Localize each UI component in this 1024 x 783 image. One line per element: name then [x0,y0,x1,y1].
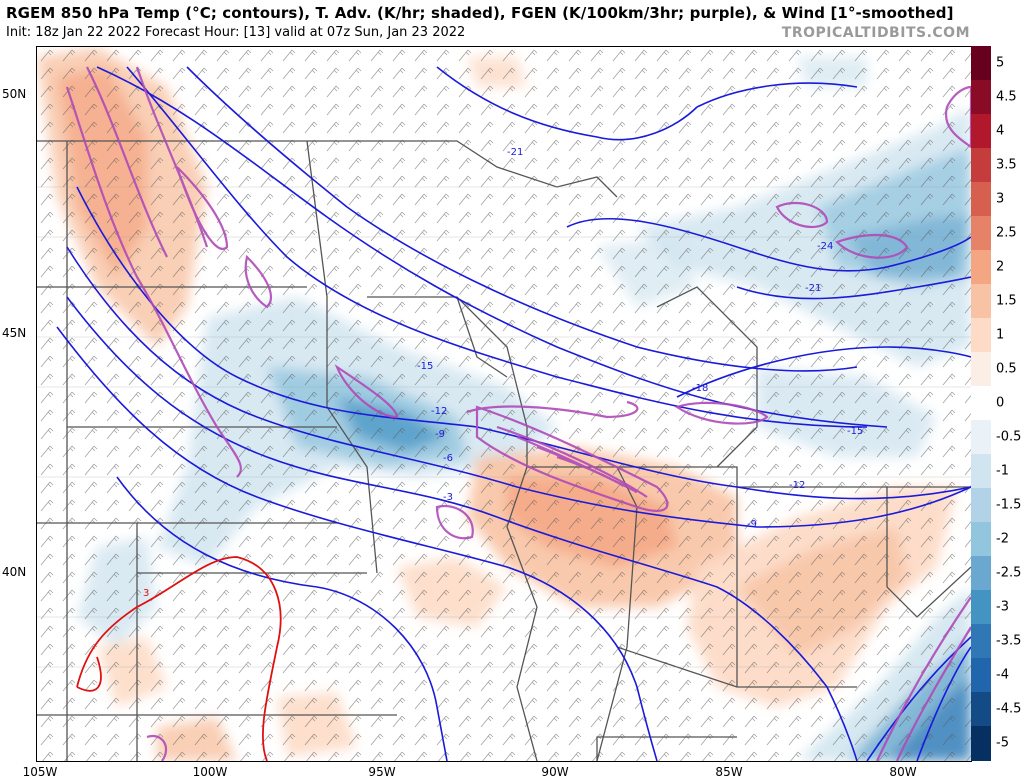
colorbar-cell [971,114,991,149]
colorbar-cell [971,80,991,115]
contour-label: -21 [507,147,523,158]
map-subtitle: Init: 18z Jan 22 2022 Forecast Hour: [13… [6,25,466,40]
colorbar-label: 2 [996,259,1005,275]
lat-label: 40N [2,565,27,579]
lon-label: 85W [715,765,743,779]
wind-barbs [37,47,971,761]
lon-label: 100W [192,765,228,779]
colorbar-label: 5 [996,55,1005,71]
colorbar-cell [971,624,991,659]
colorbar-cell [971,284,991,319]
colorbar-label: 2.5 [996,225,1017,241]
warm-contour [76,556,282,761]
colorbar-cell [971,182,991,217]
contour-label: -21 [805,283,821,294]
contour-label: -6 [443,453,453,464]
colorbar [971,46,991,761]
colorbar-cell [971,352,991,387]
contour-label: -15 [417,361,433,372]
map-canvas: -21 -24 -21 -15 -18 -15 -12 -9 -6 -3 -12… [37,47,971,761]
colorbar-label: 3.5 [996,157,1017,173]
colorbar-label: -4 [996,667,1009,683]
credit-watermark: TROPICALTIDBITS.COM [781,25,970,41]
colorbar-label: -4.5 [996,701,1022,717]
colorbar-cell [971,148,991,183]
colorbar-cell [971,386,991,421]
contour-label: 3 [143,588,149,599]
contour-label: -15 [847,426,863,437]
colorbar-cell [971,250,991,285]
colorbar-label: -3 [996,599,1009,615]
lat-label: 45N [2,326,27,340]
colorbar-cell [971,454,991,489]
weather-map: -21 -24 -21 -15 -18 -15 -12 -9 -6 -3 -12… [36,46,972,762]
lat-label: 50N [2,87,27,101]
county-grid [37,186,971,668]
colorbar-cell [971,318,991,353]
colorbar-cell [971,726,991,761]
colorbar-label: -1 [996,463,1009,479]
colorbar-label: 1.5 [996,293,1017,309]
colorbar-cell [971,488,991,523]
contour-label: -9 [435,429,445,440]
contour-labels: -21 -24 -21 -15 -18 -15 -12 -9 -6 -3 -12… [143,147,863,599]
colorbar-label: 4.5 [996,89,1017,105]
fgen-contours [65,66,971,761]
contour-label: -3 [443,492,453,503]
colorbar-label: 0 [996,395,1005,411]
colorbar-label: -2.5 [996,565,1022,581]
colorbar-label: 0.5 [996,361,1017,377]
colorbar-cell [971,556,991,591]
colorbar-label: -1.5 [996,497,1022,513]
contour-label: -12 [789,480,805,491]
colorbar-cell [971,522,991,557]
colorbar-cell [971,46,991,81]
contour-label: -9 [747,519,757,530]
colorbar-label: 4 [996,123,1005,139]
colorbar-cell [971,216,991,251]
lon-label: 105W [22,765,58,779]
lon-label: 90W [541,765,569,779]
contour-label: -18 [692,383,708,394]
contour-label: -24 [817,241,833,252]
colorbar-label: -5 [996,735,1009,751]
colorbar-label: -3.5 [996,633,1022,649]
lon-label: 95W [368,765,396,779]
colorbar-label: 1 [996,327,1005,343]
colorbar-cell [971,658,991,693]
colorbar-label: 3 [996,191,1005,207]
colorbar-label: -0.5 [996,429,1022,445]
colorbar-label: -2 [996,531,1009,547]
colorbar-cell [971,590,991,625]
colorbar-cell [971,420,991,455]
lon-label: 80W [889,765,917,779]
map-title: RGEM 850 hPa Temp (°C; contours), T. Adv… [6,4,954,22]
colorbar-cell [971,692,991,727]
contour-label: -12 [431,406,447,417]
